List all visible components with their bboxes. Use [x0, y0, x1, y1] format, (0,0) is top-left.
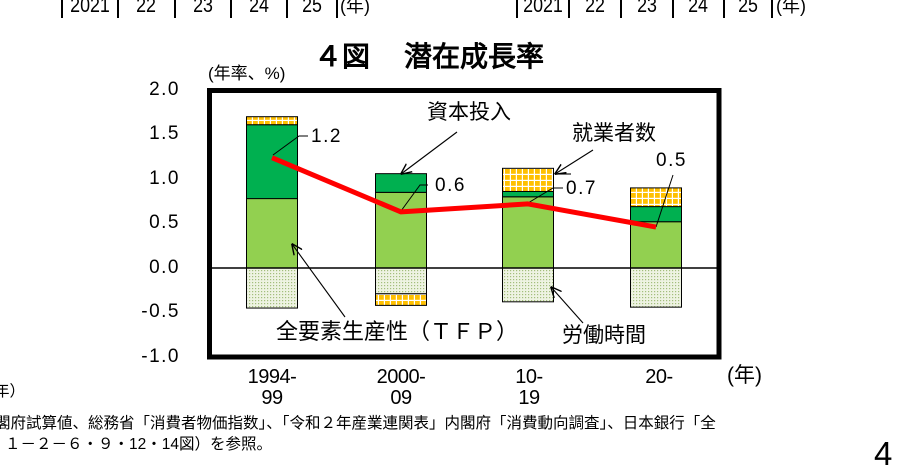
line-value-label: 0.5	[656, 150, 687, 171]
chart-title-number: ４図	[314, 41, 371, 72]
chart-title: 潜在成長率	[404, 41, 545, 72]
tick-separator	[516, 0, 518, 18]
tick-separator	[230, 0, 232, 18]
year-label: 23	[637, 0, 657, 17]
bar-segment	[246, 267, 298, 309]
potential-growth-line	[271, 155, 657, 230]
y-tick-label: 2.0	[149, 79, 180, 100]
tick-separator	[117, 0, 119, 18]
y-tick-label: 1.0	[149, 168, 180, 189]
tick-separator	[336, 0, 338, 18]
y-tick-label: 1.5	[149, 123, 180, 144]
x-tick-label: 20-	[645, 366, 673, 388]
year-unit: (年)	[776, 0, 806, 16]
leader-line	[272, 135, 308, 156]
arrow-employment	[555, 149, 594, 174]
year-label: 24	[249, 0, 269, 17]
x-tick-label: 10- 19	[515, 366, 543, 409]
bar-segment	[375, 267, 427, 295]
y-tick-label: 0.0	[149, 257, 180, 278]
tick-separator	[174, 0, 176, 18]
y-axis-unit: (年率、%)	[208, 64, 286, 83]
tick-separator	[723, 0, 725, 18]
bar-segment	[375, 293, 427, 306]
bar-segment	[630, 187, 682, 208]
bar-segment	[375, 173, 427, 193]
year-label: 2021	[523, 0, 563, 17]
tick-separator	[568, 0, 570, 18]
bar-segment	[246, 124, 298, 200]
year-label: 23	[193, 0, 213, 17]
year-label: 22	[136, 0, 156, 17]
bar-segment	[630, 206, 682, 223]
line-value-label: 0.7	[566, 178, 597, 199]
leader-line	[655, 174, 674, 228]
annotation-tfp: 全要素生産性（ＴＦＰ）	[276, 319, 519, 344]
x-tick-label: 1994- 99	[247, 366, 297, 409]
footnote-source-line2: １－２－６・９・12・14図）を参照。	[5, 436, 272, 453]
bar-segment	[630, 221, 682, 269]
arrow-capital	[401, 131, 458, 174]
y-tick-label: -1.0	[141, 346, 180, 367]
year-label: 25	[302, 0, 322, 17]
annotation-hours: 労働時間	[562, 324, 646, 347]
tick-separator	[672, 0, 674, 18]
arrow-tfp	[292, 244, 346, 318]
bar-segment	[246, 116, 298, 126]
bar-segment	[502, 167, 554, 192]
year-label: 24	[688, 0, 708, 17]
bar-segment	[502, 267, 554, 303]
annotation-arrows	[292, 131, 594, 324]
year-label: 2021	[70, 0, 110, 17]
line-value-label: 0.6	[435, 175, 466, 196]
tick-separator	[620, 0, 622, 18]
tick-separator	[286, 0, 288, 18]
y-tick-label: -0.5	[141, 301, 180, 322]
footnote-unit-fragment: 年）	[0, 383, 26, 400]
line-value-label: 1.2	[311, 126, 342, 147]
bar-segment	[630, 267, 682, 308]
annotation-capital: 資本投入	[427, 101, 511, 124]
x-axis-unit: (年)	[727, 364, 762, 387]
stacked-bars	[246, 116, 682, 309]
footnote-source-line1: 閣府試算値、総務省「消費者物価指数」、「令和２年産業連関表」内閣府「消費動向調査…	[0, 415, 716, 432]
annotation-employment: 就業者数	[572, 122, 656, 145]
value-leader-lines	[272, 135, 674, 228]
x-tick-label: 2000- 09	[376, 366, 426, 409]
year-unit: (年)	[340, 0, 370, 16]
year-label: 25	[738, 0, 758, 17]
tick-separator	[61, 0, 63, 18]
arrow-hours	[551, 287, 584, 324]
page-number: 4	[874, 435, 893, 472]
year-label: 22	[585, 0, 605, 17]
line-series	[271, 155, 657, 230]
leader-line	[527, 187, 563, 204]
leader-line	[400, 184, 428, 212]
tick-separator	[771, 0, 773, 18]
bar-segment	[246, 198, 298, 269]
y-tick-label: 0.5	[149, 212, 180, 233]
